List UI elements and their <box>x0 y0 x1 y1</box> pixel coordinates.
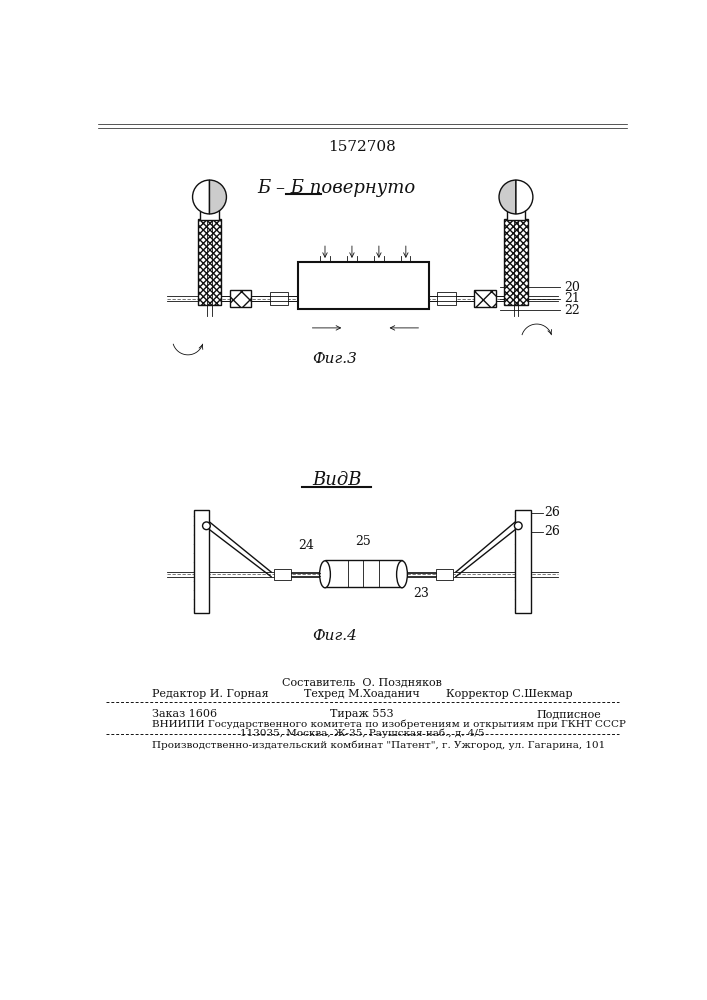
Wedge shape <box>516 180 533 214</box>
Bar <box>274 569 291 580</box>
Text: Редактор И. Горная: Редактор И. Горная <box>152 689 269 699</box>
Text: Фиг.4: Фиг.4 <box>312 629 358 643</box>
Bar <box>515 510 530 613</box>
Bar <box>436 569 452 580</box>
Text: 113035, Москва, Ж-35, Раушская наб., д. 4/5: 113035, Москва, Ж-35, Раушская наб., д. … <box>240 728 484 738</box>
Bar <box>474 290 496 307</box>
Text: 21: 21 <box>563 292 580 305</box>
Bar <box>298 262 429 309</box>
Text: 26: 26 <box>544 506 561 519</box>
Wedge shape <box>499 180 516 214</box>
Circle shape <box>203 522 210 530</box>
Text: Составитель  О. Поздняков: Составитель О. Поздняков <box>282 677 442 687</box>
Text: ВидВ: ВидВ <box>312 471 361 489</box>
Text: 1572708: 1572708 <box>328 140 396 154</box>
Circle shape <box>515 522 522 530</box>
Wedge shape <box>192 180 209 214</box>
Text: 22: 22 <box>563 304 580 317</box>
Ellipse shape <box>397 561 407 588</box>
Text: Подписное: Подписное <box>537 709 602 719</box>
Text: Фиг.3: Фиг.3 <box>312 352 358 366</box>
Text: 25: 25 <box>356 535 371 548</box>
Bar <box>200 205 218 220</box>
Bar <box>325 560 402 587</box>
Bar <box>230 290 251 307</box>
Bar <box>504 219 527 305</box>
Text: 26: 26 <box>544 525 561 538</box>
Bar <box>507 205 525 220</box>
Text: Корректор С.Шекмар: Корректор С.Шекмар <box>446 689 573 699</box>
Ellipse shape <box>320 561 330 588</box>
Text: 20: 20 <box>563 281 580 294</box>
Text: Тираж 553: Тираж 553 <box>330 709 394 719</box>
Text: Производственно-издательский комбинат "Патент", г. Ужгород, ул. Гагарина, 101: Производственно-издательский комбинат "П… <box>152 740 605 750</box>
Text: Заказ 1606: Заказ 1606 <box>152 709 217 719</box>
Text: ВНИИПИ Государственного комитета по изобретениям и открытиям при ГКНТ СССР: ВНИИПИ Государственного комитета по изоб… <box>152 720 626 729</box>
Bar <box>269 292 288 305</box>
Wedge shape <box>209 180 226 214</box>
Bar <box>194 510 209 613</box>
Bar <box>198 219 221 305</box>
Text: 23: 23 <box>414 587 429 600</box>
Text: 24: 24 <box>298 539 314 552</box>
Text: Б – Б повернуто: Б – Б повернуто <box>257 179 416 197</box>
Text: Техред М.Хоаданич: Техред М.Хоаданич <box>304 689 420 699</box>
Bar <box>438 292 456 305</box>
